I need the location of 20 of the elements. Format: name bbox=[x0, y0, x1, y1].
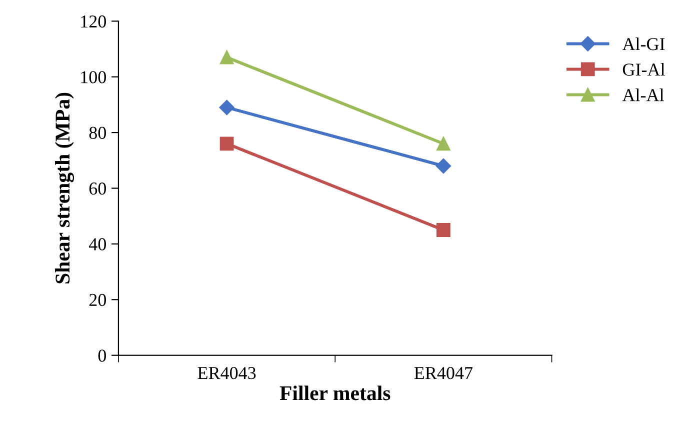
y-tick-label: 20 bbox=[89, 294, 106, 306]
point bbox=[219, 100, 234, 116]
point bbox=[436, 158, 452, 174]
point bbox=[220, 50, 234, 64]
legend-label: Al-Al bbox=[622, 88, 664, 102]
legend-label: GI-Al bbox=[622, 63, 665, 76]
y-tick-label: 0 bbox=[98, 350, 106, 362]
point bbox=[436, 136, 450, 151]
y-axis-title: Shear strength (MPa) bbox=[54, 92, 74, 284]
y-tick-label: 100 bbox=[81, 71, 106, 84]
x-tick-label: ER4043 bbox=[198, 366, 256, 380]
y-tick-label: 80 bbox=[89, 126, 106, 139]
x-tick-label: ER4047 bbox=[414, 366, 473, 380]
legend-label: Al-GI bbox=[622, 38, 665, 50]
y-tick-label: 60 bbox=[89, 182, 106, 195]
x-axis-title: Filler metals bbox=[280, 386, 390, 400]
y-tick-label: 40 bbox=[88, 238, 106, 250]
y-tick-label: 120 bbox=[81, 15, 106, 28]
point bbox=[436, 223, 450, 237]
point bbox=[220, 136, 234, 151]
